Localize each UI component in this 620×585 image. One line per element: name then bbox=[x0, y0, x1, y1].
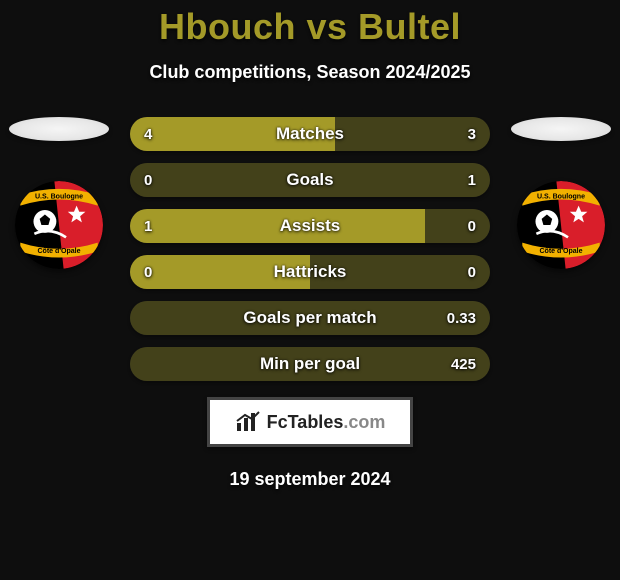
brand-chart-icon bbox=[235, 411, 261, 433]
stat-bars: 43Matches 01Goals 10Assists 00Hattricks 0.33… bbox=[130, 117, 490, 381]
bar-right-fill bbox=[310, 255, 490, 289]
bar-left-fill bbox=[130, 347, 195, 381]
comparison-area: U.S. Boulogne Côte d'Opale 43Matches 01Go… bbox=[0, 117, 620, 381]
bar-right-fill bbox=[425, 209, 490, 243]
player-left-avatar: U.S. Boulogne Côte d'Opale bbox=[15, 181, 103, 269]
player-left-halo bbox=[9, 117, 109, 141]
stat-row: 00Hattricks bbox=[130, 255, 490, 289]
bar-track bbox=[130, 209, 490, 243]
stat-row: 0.33Goals per match bbox=[130, 301, 490, 335]
player-right-avatar: U.S. Boulogne Côte d'Opale bbox=[517, 181, 605, 269]
bar-left-fill bbox=[130, 301, 195, 335]
svg-text:Côte d'Opale: Côte d'Opale bbox=[539, 248, 582, 255]
subtitle: Club competitions, Season 2024/2025 bbox=[149, 62, 470, 83]
bar-right-fill bbox=[195, 163, 490, 197]
bar-left-fill bbox=[130, 117, 335, 151]
brand-badge: FcTables.com bbox=[207, 397, 413, 447]
club-badge-icon: U.S. Boulogne Côte d'Opale bbox=[15, 181, 103, 269]
brand-suffix: .com bbox=[343, 412, 385, 432]
bar-track bbox=[130, 255, 490, 289]
page-title: Hbouch vs Bultel bbox=[159, 6, 461, 48]
player-right-col: U.S. Boulogne Côte d'Opale bbox=[506, 117, 616, 269]
bar-track bbox=[130, 347, 490, 381]
brand-main: FcTables bbox=[267, 412, 344, 432]
bar-left-fill bbox=[130, 255, 310, 289]
bar-track bbox=[130, 163, 490, 197]
bar-right-fill bbox=[335, 117, 490, 151]
player-left-col: U.S. Boulogne Côte d'Opale bbox=[4, 117, 114, 269]
svg-text:U.S. Boulogne: U.S. Boulogne bbox=[537, 194, 585, 201]
bar-right-fill bbox=[195, 301, 490, 335]
stat-row: 10Assists bbox=[130, 209, 490, 243]
bar-left-fill bbox=[130, 209, 425, 243]
svg-text:U.S. Boulogne: U.S. Boulogne bbox=[35, 194, 83, 201]
bar-track bbox=[130, 117, 490, 151]
player-right-halo bbox=[511, 117, 611, 141]
content-root: Hbouch vs Bultel Club competitions, Seas… bbox=[0, 0, 620, 580]
brand-text: FcTables.com bbox=[267, 412, 386, 433]
bar-left-fill bbox=[130, 163, 195, 197]
svg-text:Côte d'Opale: Côte d'Opale bbox=[37, 248, 80, 255]
bar-right-fill bbox=[195, 347, 490, 381]
bar-track bbox=[130, 301, 490, 335]
stat-row: 425Min per goal bbox=[130, 347, 490, 381]
club-badge-icon: U.S. Boulogne Côte d'Opale bbox=[517, 181, 605, 269]
stat-row: 43Matches bbox=[130, 117, 490, 151]
date-line: 19 september 2024 bbox=[229, 469, 390, 490]
stat-row: 01Goals bbox=[130, 163, 490, 197]
